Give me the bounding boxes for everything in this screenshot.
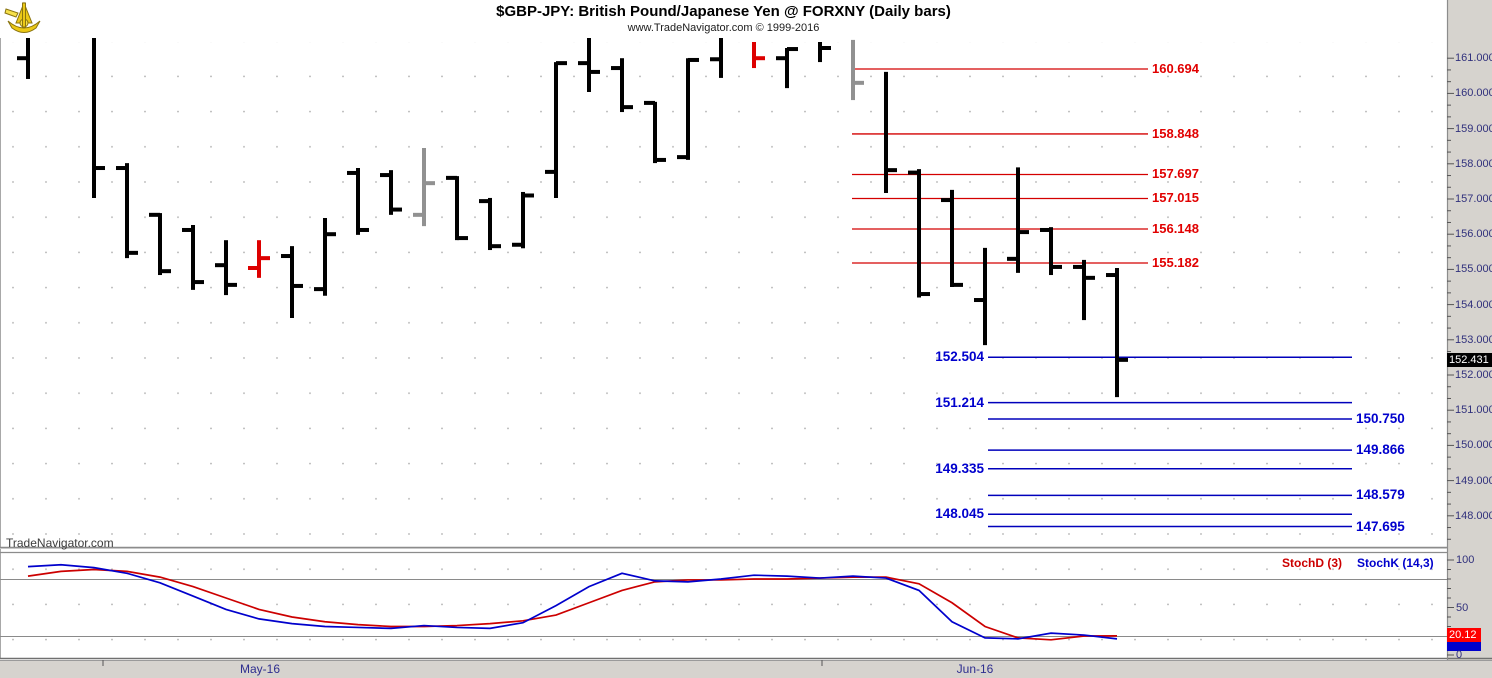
resistance-level-label[interactable]: 156.148 — [1152, 221, 1199, 236]
ohlc-bar — [215, 240, 237, 296]
ohlc-bar — [644, 100, 666, 164]
support-level-label[interactable]: 148.045 — [935, 506, 984, 521]
ohlc-bar — [380, 170, 402, 215]
ohlc-bar — [974, 247, 987, 346]
current-price-badge: 152.431 — [1447, 353, 1492, 367]
price-axis-label: 155.000 — [1455, 263, 1492, 275]
ohlc-bar — [611, 58, 633, 113]
price-axis-label: 159.000 — [1455, 123, 1492, 135]
ohlc-bar — [92, 38, 105, 198]
ohlc-bar — [149, 212, 171, 276]
resistance-level-label[interactable]: 157.697 — [1152, 166, 1199, 181]
chart-subtitle: www.TradeNavigator.com © 1999-2016 — [627, 22, 820, 34]
stoch-d-legend-label[interactable]: StochD (3) — [1282, 556, 1342, 570]
resistance-level-label[interactable]: 160.694 — [1152, 61, 1199, 76]
price-axis-label: 158.000 — [1455, 158, 1492, 170]
ohlc-bar — [248, 240, 270, 278]
ohlc-bar — [578, 38, 600, 92]
ohlc-bar — [710, 38, 723, 78]
price-axis-label: 152.000 — [1455, 369, 1492, 381]
trade-navigator-logo-icon — [4, 1, 41, 33]
ohlc-bar — [512, 191, 534, 249]
ohlc-bar — [941, 189, 963, 287]
price-axis-label: 160.000 — [1455, 87, 1492, 99]
price-axis-label: 151.000 — [1455, 404, 1492, 416]
support-level-label[interactable]: 151.214 — [935, 395, 984, 410]
ohlc-bar — [182, 225, 204, 290]
stochastic-legend: StochD (3) StochK (14,3) — [1282, 556, 1449, 570]
time-axis-month-label: May-16 — [239, 662, 280, 676]
resistance-level-label[interactable]: 158.848 — [1152, 126, 1199, 141]
resistance-level-label[interactable]: 157.015 — [1152, 190, 1199, 205]
support-level-label[interactable]: 149.866 — [1356, 442, 1405, 457]
price-axis-label: 157.000 — [1455, 193, 1492, 205]
ohlc-bar — [818, 42, 831, 63]
support-level-label[interactable]: 150.750 — [1356, 411, 1405, 426]
price-axis-label: 153.000 — [1455, 334, 1492, 346]
ohlc-bar — [545, 61, 567, 198]
price-axis-label: 148.000 — [1455, 510, 1492, 522]
stoch-axis-label: 100 — [1456, 554, 1475, 566]
ohlc-bar — [908, 169, 930, 298]
chart-title: $GBP-JPY: British Pound/Japanese Yen @ F… — [496, 3, 951, 20]
ohlc-bar — [677, 57, 699, 160]
support-level-label[interactable]: 147.695 — [1356, 519, 1405, 534]
price-axis-label: 161.000 — [1455, 52, 1492, 64]
stoch-k-value-badge — [1447, 642, 1481, 651]
ohlc-bar — [1040, 227, 1062, 276]
ohlc-bar — [884, 71, 897, 194]
ohlc-bar — [1007, 167, 1029, 273]
ohlc-bar — [17, 38, 30, 79]
price-axis-label: 150.000 — [1455, 439, 1492, 451]
ohlc-bar — [776, 47, 798, 89]
support-level-label[interactable]: 148.579 — [1356, 487, 1405, 502]
ohlc-bar — [1106, 267, 1128, 398]
ohlc-bar — [1073, 259, 1095, 321]
ohlc-bar — [752, 42, 765, 69]
stoch-k-legend-label[interactable]: StochK (14,3) — [1357, 556, 1434, 570]
stoch-axis-label: 0 — [1456, 649, 1463, 661]
ohlc-bar — [413, 147, 435, 227]
support-level-label[interactable]: 152.504 — [935, 349, 984, 364]
ohlc-bar — [116, 163, 138, 259]
ohlc-bar — [479, 197, 501, 251]
watermark-text: TradeNavigator.com — [6, 536, 114, 550]
stoch-axis-label: 50 — [1456, 602, 1469, 614]
stoch-d-value-badge: 20.12 — [1447, 628, 1481, 642]
ohlc-bar — [347, 168, 369, 235]
ohlc-bar — [281, 246, 303, 318]
time-axis-month-label: Jun-16 — [956, 662, 994, 676]
price-axis-label: 149.000 — [1455, 475, 1492, 487]
support-level-label[interactable]: 149.335 — [935, 461, 984, 476]
price-axis-label: 154.000 — [1455, 299, 1492, 311]
ohlc-bar — [446, 175, 468, 241]
price-axis-label: 156.000 — [1455, 228, 1492, 240]
resistance-level-label[interactable]: 155.182 — [1152, 255, 1199, 270]
ohlc-bar — [314, 218, 336, 296]
ohlc-bar — [851, 39, 864, 101]
